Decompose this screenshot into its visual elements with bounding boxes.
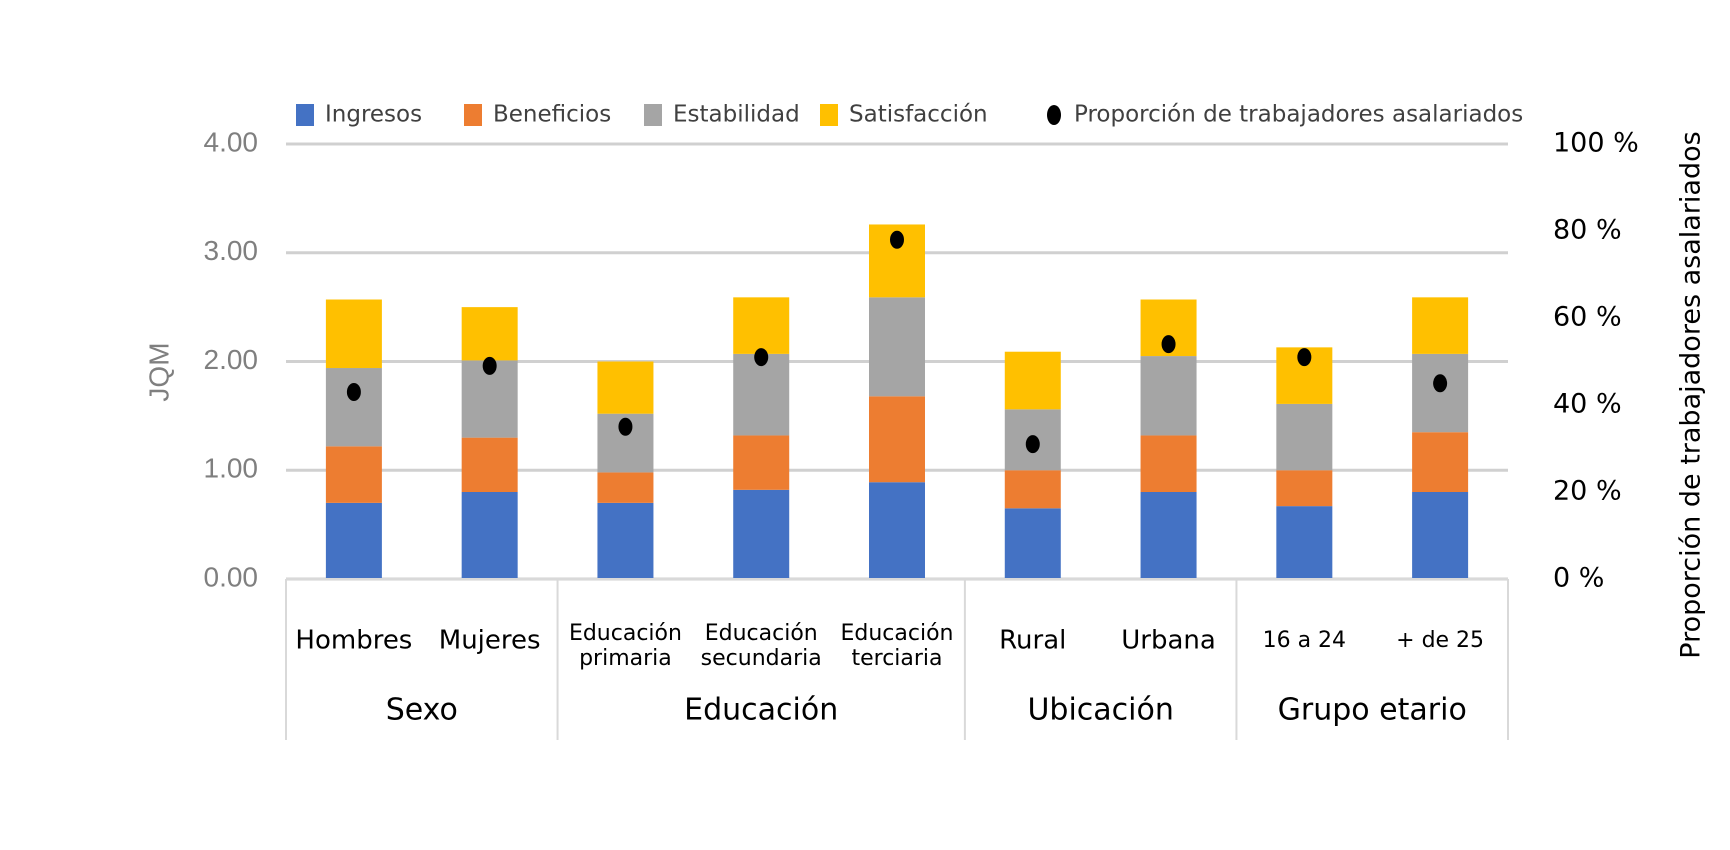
bar-segment — [325, 502, 382, 579]
dot — [1161, 335, 1176, 354]
x-tick-label: Mujeres — [439, 626, 541, 656]
bar-segment — [325, 368, 382, 447]
legend-marker — [820, 104, 838, 126]
legend-label: Beneficios — [493, 102, 611, 128]
bar-segment — [461, 492, 518, 579]
bar-segment — [1140, 492, 1197, 579]
bar-segment — [869, 482, 925, 579]
y2-tick-label: 40 % — [1553, 389, 1622, 420]
x-tick-label: 16 a 24 — [1263, 628, 1346, 653]
dot — [890, 230, 904, 249]
dot — [1025, 435, 1040, 454]
y2-tick-label: 80 % — [1553, 215, 1622, 246]
x-tick-label: Hombres — [295, 626, 412, 656]
bar-segment — [1004, 351, 1061, 410]
bar-segment — [1412, 353, 1469, 433]
x-tick-label: Educación terciaria — [841, 621, 954, 671]
bar-segment — [1412, 432, 1469, 492]
bar-segment — [869, 396, 925, 483]
bar-segment — [733, 435, 790, 490]
legend-label: Satisfacción — [849, 102, 988, 128]
bar-segment — [597, 502, 654, 579]
y-tick-label: 4.00 — [204, 126, 259, 157]
x-tick-label-line: Educación — [705, 621, 818, 646]
legend-marker — [644, 104, 662, 126]
y2-tick-label: 60 % — [1553, 302, 1622, 333]
legend-label: Ingresos — [325, 102, 422, 128]
legend-marker — [1047, 105, 1061, 125]
dot — [754, 348, 769, 367]
legend-marker — [296, 104, 314, 126]
x-tick-label-line: Educación — [569, 621, 682, 646]
bar-segment — [869, 297, 925, 397]
x-tick-label: Educación primaria — [569, 621, 682, 671]
y2-axis-title: Proporción de trabajadores asalariados — [1676, 131, 1707, 658]
x-tick-label-line: Educación — [841, 621, 954, 646]
x-tick-label: Educación secundaria — [701, 621, 822, 671]
bar-segment — [1276, 403, 1333, 471]
dot — [1433, 374, 1448, 393]
bar-segment — [1140, 356, 1197, 436]
x-tick-label-line: terciaria — [851, 646, 942, 671]
y-tick-label: 0.00 — [204, 561, 259, 592]
legend-label: Proporción de trabajadores asalariados — [1074, 102, 1523, 128]
dot — [618, 417, 633, 436]
y2-tick-label: 100 % — [1553, 128, 1639, 159]
bar-segment — [1140, 435, 1197, 492]
x-tick-label: Urbana — [1121, 626, 1216, 656]
bar-segment — [461, 307, 518, 361]
bar-segment — [1004, 470, 1061, 509]
bar-segment — [733, 489, 790, 579]
group-label: Grupo etario — [1278, 693, 1467, 728]
legend-label: Estabilidad — [673, 102, 800, 128]
dot — [346, 382, 361, 401]
group-label: Educación — [684, 693, 838, 728]
bar-segment — [733, 353, 790, 436]
y2-tick-label: 0 % — [1553, 563, 1604, 594]
dot — [1297, 348, 1312, 367]
bar-segment — [1004, 508, 1061, 579]
bar-segment — [325, 446, 382, 503]
dot — [482, 356, 497, 375]
y-tick-label: 2.00 — [204, 344, 259, 375]
y2-tick-label: 20 % — [1553, 476, 1622, 507]
bar-segment — [461, 437, 518, 492]
x-tick-label: Rural — [999, 626, 1066, 656]
group-label: Ubicación — [1027, 693, 1173, 728]
x-tick-label-line: secundaria — [701, 646, 822, 671]
bar-segment — [1276, 470, 1333, 507]
group-label: Sexo — [386, 693, 458, 728]
y-tick-label: 1.00 — [204, 453, 259, 484]
bar-segment — [733, 297, 790, 354]
x-tick-label-line: primaria — [579, 646, 672, 671]
legend-marker — [464, 104, 482, 126]
bar-segment — [1412, 297, 1469, 354]
bar-segment — [1276, 506, 1333, 579]
bar-segment — [325, 299, 382, 369]
bar-segment — [1412, 492, 1469, 579]
bar-segment — [597, 361, 654, 414]
y-tick-label: 3.00 — [204, 235, 259, 266]
bar-segment — [597, 472, 654, 503]
y-axis-title: JQM — [143, 342, 174, 401]
x-tick-label: + de 25 — [1396, 628, 1484, 653]
